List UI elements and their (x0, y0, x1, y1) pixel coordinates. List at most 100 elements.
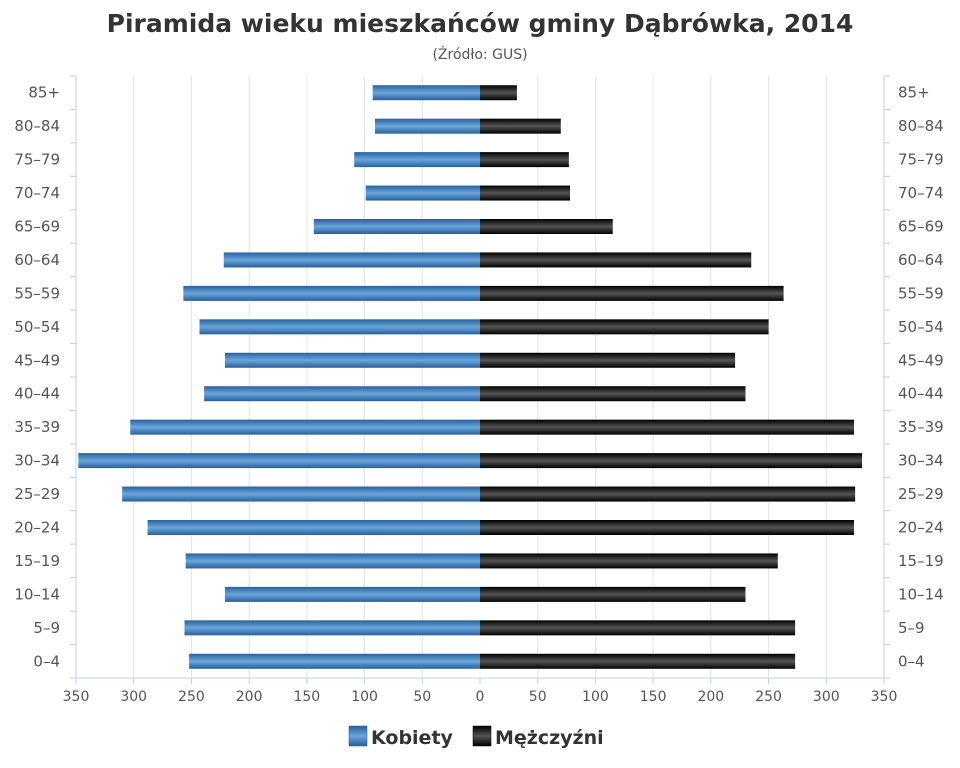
x-tick-label: 250 (178, 689, 205, 705)
x-axis-tick-labels: 350 300 250 200 150 100 50 0 50 100 150 200 250 300 35… (63, 689, 898, 705)
category-label-right: 50–54 (898, 318, 944, 336)
category-labels-right: 85+ 80–84 75–79 70–74 65–69 60–64 55–59 50–54 45… (898, 84, 944, 671)
axes (70, 75, 890, 684)
category-label-left: 85+ (28, 84, 60, 102)
bar-kobiety[interactable] (78, 453, 481, 469)
x-tick-label: 300 (813, 689, 840, 705)
chart-subtitle: (Źródło: GUS) (432, 45, 527, 63)
bar-mezczyzni[interactable] (480, 486, 856, 502)
legend-swatch-kobiety (348, 725, 368, 747)
bar-kobiety[interactable] (130, 419, 480, 435)
bar-mezczyzni[interactable] (480, 553, 778, 569)
x-tick-label: 100 (351, 689, 378, 705)
category-labels-left: 85+ 80–84 75–79 70–74 65–69 60–64 55–59 50–54 45… (14, 84, 60, 671)
bars (78, 85, 863, 669)
x-tick-label: 150 (293, 689, 320, 705)
category-label-left: 65–69 (14, 218, 60, 236)
bar-mezczyzni[interactable] (480, 152, 569, 168)
category-label-right: 70–74 (898, 184, 944, 202)
bar-kobiety[interactable] (354, 152, 480, 168)
bar-mezczyzni[interactable] (480, 185, 571, 201)
bar-kobiety[interactable] (184, 620, 480, 636)
bar-mezczyzni[interactable] (480, 520, 854, 535)
category-label-left: 60–64 (14, 251, 60, 269)
bar-kobiety[interactable] (189, 653, 480, 669)
category-label-right: 55–59 (898, 284, 944, 302)
bar-kobiety[interactable] (372, 85, 480, 101)
legend-label-mezczyzni: Mężczyźni (495, 727, 604, 749)
category-label-left: 55–59 (14, 284, 60, 302)
category-label-right: 75–79 (898, 151, 944, 169)
x-tick-label: 50 (529, 689, 547, 705)
category-label-left: 15–19 (14, 552, 60, 570)
bar-kobiety[interactable] (223, 252, 480, 268)
legend-item-mezczyzni[interactable]: Mężczyźni (472, 725, 604, 749)
bar-mezczyzni[interactable] (480, 118, 561, 134)
category-label-right: 80–84 (898, 117, 944, 135)
category-label-left: 30–34 (14, 452, 60, 470)
category-label-left: 10–14 (14, 585, 60, 603)
bar-kobiety[interactable] (374, 118, 480, 134)
bar-kobiety[interactable] (183, 285, 480, 301)
category-label-left: 20–24 (14, 519, 60, 537)
bar-kobiety[interactable] (199, 319, 480, 335)
legend-label-kobiety: Kobiety (371, 727, 454, 749)
x-tick-label: 100 (582, 689, 609, 705)
category-label-right: 0–4 (898, 652, 925, 670)
x-tick-label: 50 (413, 689, 431, 705)
category-label-right: 40–44 (898, 385, 944, 403)
bar-mezczyzni[interactable] (480, 319, 769, 335)
bar-mezczyzni[interactable] (480, 219, 613, 234)
x-tick-label: 200 (236, 689, 263, 705)
x-tick-label: 350 (63, 689, 90, 705)
x-tick-label: 0 (476, 689, 485, 705)
category-label-left: 40–44 (14, 385, 60, 403)
category-label-right: 5–9 (898, 619, 925, 637)
category-label-left: 80–84 (14, 117, 60, 135)
bar-kobiety[interactable] (122, 486, 481, 502)
category-label-left: 35–39 (14, 418, 60, 436)
category-label-right: 60–64 (898, 251, 944, 269)
x-tick-label: 150 (640, 689, 667, 705)
category-label-right: 25–29 (898, 485, 944, 503)
bar-kobiety[interactable] (313, 219, 480, 234)
bar-mezczyzni[interactable] (480, 419, 854, 435)
category-label-right: 30–34 (898, 452, 944, 470)
category-label-left: 70–74 (14, 184, 60, 202)
bar-mezczyzni[interactable] (480, 386, 746, 402)
chart-title: Piramida wieku mieszkańców gminy Dąbrówk… (107, 9, 854, 38)
x-tick-label: 250 (755, 689, 782, 705)
bar-kobiety[interactable] (204, 386, 480, 402)
legend: Kobiety Mężczyźni (348, 725, 604, 749)
category-label-right: 10–14 (898, 585, 944, 603)
bar-mezczyzni[interactable] (480, 586, 746, 602)
bar-kobiety[interactable] (365, 185, 480, 201)
bar-kobiety[interactable] (224, 586, 480, 602)
bar-mezczyzni[interactable] (480, 352, 736, 368)
category-label-right: 85+ (898, 84, 930, 102)
category-label-left: 75–79 (14, 151, 60, 169)
x-tick-label: 300 (120, 689, 147, 705)
category-label-left: 5–9 (33, 619, 60, 637)
bar-mezczyzni[interactable] (480, 285, 784, 301)
x-tick-label: 350 (871, 689, 898, 705)
category-label-right: 65–69 (898, 218, 944, 236)
legend-swatch-mezczyzni (472, 725, 492, 747)
bar-kobiety[interactable] (185, 553, 480, 569)
category-label-right: 35–39 (898, 418, 944, 436)
category-label-left: 45–49 (14, 351, 60, 369)
bar-mezczyzni[interactable] (480, 453, 863, 469)
bar-mezczyzni[interactable] (480, 653, 796, 669)
bar-mezczyzni[interactable] (480, 252, 752, 268)
category-label-right: 45–49 (898, 351, 944, 369)
legend-item-kobiety[interactable]: Kobiety (348, 725, 454, 749)
bar-kobiety[interactable] (147, 520, 480, 535)
category-label-right: 15–19 (898, 552, 944, 570)
bar-mezczyzni[interactable] (480, 85, 517, 101)
bar-kobiety[interactable] (224, 352, 480, 368)
bar-mezczyzni[interactable] (480, 620, 796, 636)
category-label-right: 20–24 (898, 519, 944, 537)
category-label-left: 25–29 (14, 485, 60, 503)
category-label-left: 50–54 (14, 318, 60, 336)
